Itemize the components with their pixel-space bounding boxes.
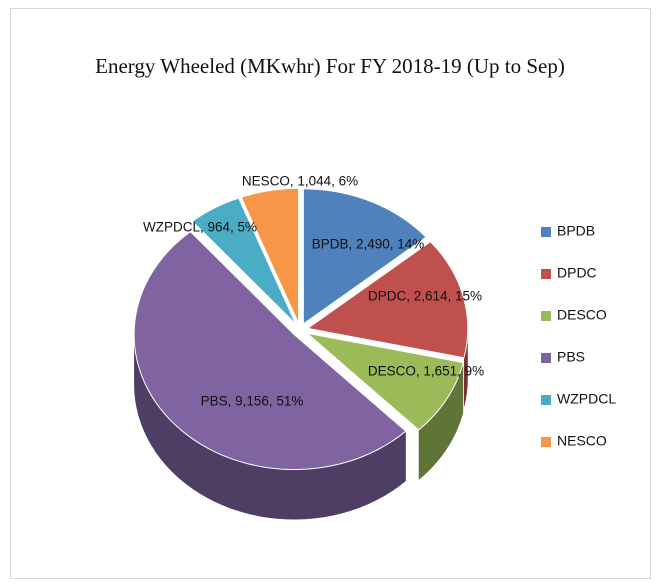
pie-slice bbox=[302, 188, 427, 325]
pie-slice bbox=[133, 230, 407, 471]
legend-label: WZPDCL bbox=[557, 391, 616, 407]
legend-label: PBS bbox=[557, 349, 585, 365]
data-label: WZPDCL, 964, 5% bbox=[143, 220, 257, 235]
pie-slice bbox=[306, 241, 469, 359]
pie-tops bbox=[133, 187, 469, 471]
legend-swatch bbox=[541, 437, 551, 447]
legend-swatch bbox=[541, 269, 551, 279]
pie-wall bbox=[134, 334, 406, 520]
data-label: DESCO, 1,651, 9% bbox=[368, 364, 484, 379]
legend-swatch bbox=[541, 227, 551, 237]
chart-title: Energy Wheeled (MKwhr) For FY 2018-19 (U… bbox=[95, 54, 565, 78]
data-label: BPDB, 2,490, 14% bbox=[312, 237, 425, 252]
legend-label: NESCO bbox=[557, 433, 607, 449]
data-label: PBS, 9,156, 51% bbox=[201, 394, 304, 409]
legend-swatch bbox=[541, 395, 551, 405]
legend-label: DESCO bbox=[557, 307, 607, 323]
data-label: NESCO, 1,044, 6% bbox=[242, 174, 358, 189]
legend-label: BPDB bbox=[557, 223, 595, 239]
data-label: DPDC, 2,614, 15% bbox=[368, 289, 482, 304]
pie-walls bbox=[134, 328, 468, 520]
legend-swatch bbox=[541, 353, 551, 363]
legend-label: DPDC bbox=[557, 265, 597, 281]
legend-swatch bbox=[541, 311, 551, 321]
pie-slice bbox=[240, 187, 300, 324]
pie-slice bbox=[191, 197, 297, 325]
pie-wall bbox=[463, 328, 468, 408]
pie-wall bbox=[418, 362, 464, 480]
data-labels: BPDB, 2,490, 14% DPDC, 2,614, 15% DESCO, 1… bbox=[143, 174, 484, 409]
legend: BPDB DPDC DESCO PBS WZPDCL NESCO bbox=[541, 223, 616, 449]
pie-slice bbox=[305, 332, 464, 431]
